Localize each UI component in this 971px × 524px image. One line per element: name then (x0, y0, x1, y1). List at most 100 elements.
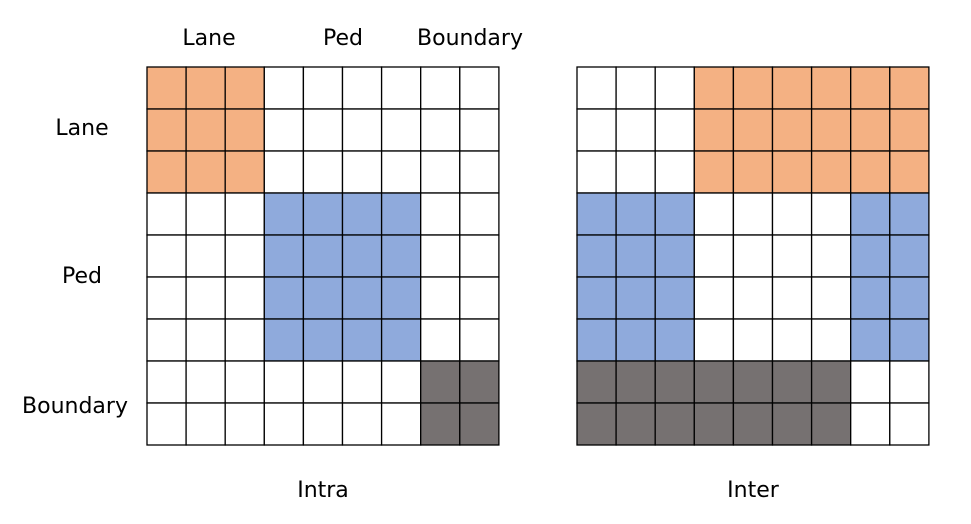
mask-cell-lane (889, 108, 930, 152)
mask-cell-lane (185, 108, 226, 152)
mask-cell-lane (732, 108, 774, 152)
mask-cell-boundary (693, 402, 735, 446)
mask-cell-empty (302, 150, 344, 194)
mask-cell-ped (850, 276, 891, 320)
mask-cell-empty (810, 192, 852, 236)
intra-matrix (146, 66, 500, 446)
mask-cell-boundary (615, 402, 656, 446)
mask-cell-lane (693, 150, 735, 194)
mask-cell-ped (302, 318, 344, 362)
mask-cell-empty (732, 234, 774, 278)
mask-cell-empty (459, 318, 500, 362)
mask-cell-empty (224, 192, 265, 236)
mask-cell-empty (341, 150, 383, 194)
mask-cell-empty (146, 360, 187, 404)
mask-cell-lane (146, 150, 187, 194)
mask-cell-empty (459, 150, 500, 194)
mask-cell-empty (693, 276, 735, 320)
mask-cell-ped (654, 276, 695, 320)
mask-cell-empty (380, 150, 422, 194)
mask-cell-lane (185, 150, 226, 194)
row-label-boundary: Boundary (22, 394, 128, 419)
column-label-lane: Lane (182, 26, 235, 51)
mask-cell-empty (771, 318, 813, 362)
mask-cell-empty (420, 150, 461, 194)
mask-cell-empty (810, 318, 852, 362)
mask-cell-empty (459, 234, 500, 278)
mask-cell-empty (576, 66, 617, 110)
mask-cell-boundary (576, 360, 617, 404)
mask-cell-lane (732, 66, 774, 110)
mask-cell-boundary (732, 360, 774, 404)
mask-cell-empty (341, 66, 383, 110)
mask-cell-ped (380, 276, 422, 320)
mask-cell-empty (263, 108, 305, 152)
mask-cell-lane (771, 108, 813, 152)
mask-cell-boundary (654, 360, 695, 404)
column-label-boundary: Boundary (417, 26, 523, 51)
mask-cell-ped (654, 192, 695, 236)
mask-cell-ped (654, 318, 695, 362)
mask-cell-lane (693, 108, 735, 152)
mask-cell-empty (732, 276, 774, 320)
mask-cell-empty (654, 108, 695, 152)
mask-cell-empty (146, 402, 187, 446)
mask-cell-ped (302, 234, 344, 278)
mask-cell-empty (185, 192, 226, 236)
mask-cell-empty (146, 318, 187, 362)
mask-cell-ped (615, 192, 656, 236)
mask-cell-boundary (615, 360, 656, 404)
mask-cell-ped (615, 318, 656, 362)
mask-cell-lane (771, 150, 813, 194)
mask-cell-empty (889, 402, 930, 446)
mask-cell-empty (302, 402, 344, 446)
mask-cell-empty (146, 276, 187, 320)
mask-cell-ped (341, 276, 383, 320)
mask-cell-empty (420, 192, 461, 236)
mask-cell-ped (302, 276, 344, 320)
mask-cell-boundary (420, 402, 461, 446)
mask-cell-empty (771, 234, 813, 278)
mask-cell-ped (576, 276, 617, 320)
mask-cell-empty (185, 360, 226, 404)
mask-cell-boundary (771, 360, 813, 404)
mask-cell-empty (576, 108, 617, 152)
mask-cell-ped (380, 318, 422, 362)
mask-cell-empty (341, 402, 383, 446)
inter-matrix (576, 66, 930, 446)
mask-cell-lane (850, 66, 891, 110)
mask-cell-lane (810, 108, 852, 152)
mask-cell-ped (380, 192, 422, 236)
column-label-ped: Ped (323, 26, 363, 51)
mask-cell-empty (185, 234, 226, 278)
caption-intra: Intra (297, 478, 349, 503)
mask-cell-lane (810, 150, 852, 194)
caption-inter: Inter (727, 478, 780, 503)
mask-cell-lane (224, 150, 265, 194)
mask-cell-empty (771, 192, 813, 236)
mask-cell-boundary (459, 402, 500, 446)
mask-cell-ped (889, 192, 930, 236)
mask-cell-ped (302, 192, 344, 236)
mask-cell-empty (420, 66, 461, 110)
mask-cell-boundary (654, 402, 695, 446)
mask-cell-empty (420, 276, 461, 320)
mask-cell-boundary (420, 360, 461, 404)
mask-cell-empty (693, 192, 735, 236)
mask-cell-lane (889, 150, 930, 194)
mask-cell-boundary (771, 402, 813, 446)
mask-cell-empty (302, 360, 344, 404)
mask-cell-lane (693, 66, 735, 110)
mask-cell-lane (146, 66, 187, 110)
mask-cell-empty (185, 276, 226, 320)
mask-cell-ped (889, 276, 930, 320)
mask-cell-lane (850, 150, 891, 194)
mask-cell-empty (420, 318, 461, 362)
mask-cell-empty (732, 318, 774, 362)
mask-cell-lane (224, 66, 265, 110)
mask-cell-empty (850, 402, 891, 446)
mask-cell-empty (185, 402, 226, 446)
mask-cell-empty (771, 276, 813, 320)
mask-cell-empty (380, 402, 422, 446)
mask-cell-ped (263, 192, 305, 236)
